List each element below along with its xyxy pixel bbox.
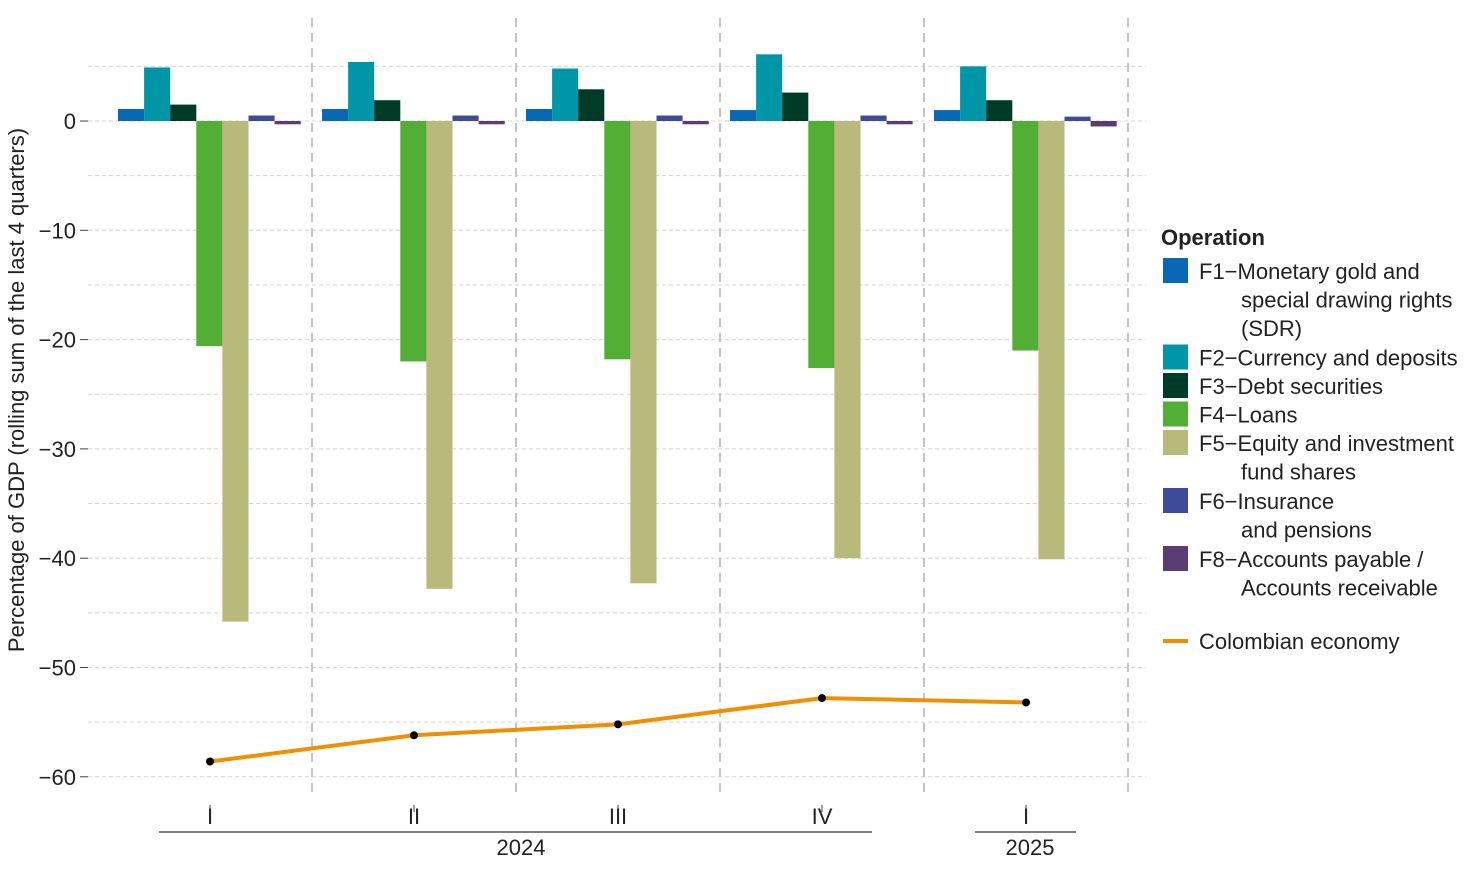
bar-f4 <box>400 121 427 362</box>
legend-swatch <box>1163 401 1188 427</box>
legend-label: F2−Currency and deposits <box>1199 346 1458 371</box>
line-point <box>206 757 214 766</box>
bar-f6 <box>860 115 887 121</box>
y-tick-label: −60 <box>39 765 76 790</box>
bar-f1 <box>934 110 961 121</box>
bar-f1 <box>118 108 145 121</box>
bar-f6 <box>452 115 479 121</box>
bar-f4 <box>604 121 631 360</box>
y-tick-label: 0 <box>64 109 76 134</box>
y-tick-label: −10 <box>39 218 76 243</box>
legend-label: Accounts receivable <box>1241 576 1438 601</box>
x-tick-label: IV <box>812 804 833 829</box>
legend-swatch <box>1163 488 1188 513</box>
line-point <box>410 731 418 740</box>
bar-f5 <box>630 121 657 584</box>
legend-swatch <box>1163 430 1188 455</box>
y-tick-label: −30 <box>39 437 76 462</box>
legend-label: fund shares <box>1241 460 1356 485</box>
legend-label: F3−Debt securities <box>1199 374 1383 399</box>
legend-swatch <box>1163 373 1188 398</box>
line-point <box>818 694 826 703</box>
legend-swatch <box>1163 344 1188 370</box>
bar-f6 <box>1064 116 1091 121</box>
legend-label: F5−Equity and investment <box>1199 431 1454 456</box>
x-tick-label: I <box>207 804 213 829</box>
bar-f6 <box>656 115 683 121</box>
y-tick-label: −20 <box>39 328 76 353</box>
legend-label: Colombian economy <box>1199 629 1400 654</box>
bar-f3 <box>578 89 605 121</box>
bar-f2 <box>144 67 171 121</box>
bar-f3 <box>170 104 197 121</box>
bar-f5 <box>1038 121 1065 560</box>
bar-f2 <box>756 54 783 122</box>
legend-title: Operation <box>1161 225 1265 250</box>
y-tick-label: −50 <box>39 656 76 681</box>
x-tick-label: II <box>408 804 420 829</box>
legend-swatch <box>1163 546 1188 571</box>
bar-f6 <box>248 115 275 121</box>
legend-label: F1−Monetary gold and <box>1199 259 1420 284</box>
bar-f8 <box>886 121 913 125</box>
bar-f1 <box>526 108 553 121</box>
bar-f3 <box>782 92 809 121</box>
line-point <box>1022 698 1030 707</box>
legend-label: F6−Insurance <box>1199 489 1334 514</box>
line-colombian-economy <box>209 696 1027 764</box>
y-tick-label: −40 <box>39 546 76 571</box>
bar-f3 <box>374 100 401 121</box>
bar-f5 <box>426 121 453 589</box>
legend-label: F8−Accounts payable / <box>1199 547 1424 572</box>
bar-f8 <box>274 121 301 125</box>
bar-f8 <box>478 121 505 125</box>
year-label: 2025 <box>1006 835 1055 860</box>
bar-f8 <box>1090 121 1117 127</box>
bar-f2 <box>960 66 987 121</box>
y-axis-label: Percentage of GDP (rolling sum of the la… <box>4 128 29 652</box>
year-label: 2024 <box>497 835 546 860</box>
bar-f5 <box>834 121 861 559</box>
bar-f8 <box>682 121 709 125</box>
bar-f5 <box>222 121 249 622</box>
legend-label: special drawing rights <box>1241 288 1453 313</box>
x-tick-label: I <box>1023 804 1029 829</box>
bar-f3 <box>986 100 1013 121</box>
bar-f4 <box>196 121 223 347</box>
bar-f4 <box>808 121 835 369</box>
bar-f4 <box>1012 121 1039 351</box>
legend-label: (SDR) <box>1241 316 1302 341</box>
legend-swatch <box>1163 258 1188 283</box>
legend-label: F4−Loans <box>1199 403 1297 428</box>
legend-label: and pensions <box>1241 518 1372 543</box>
line-point <box>614 720 622 729</box>
x-tick-label: III <box>609 804 627 829</box>
bar-f1 <box>322 108 349 121</box>
bar-f1 <box>730 110 757 121</box>
bar-f2 <box>348 61 375 121</box>
bar-f2 <box>552 68 579 121</box>
